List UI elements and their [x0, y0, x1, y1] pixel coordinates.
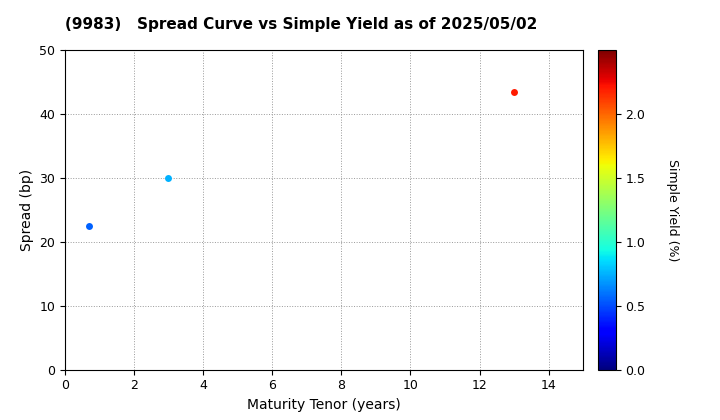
X-axis label: Maturity Tenor (years): Maturity Tenor (years) [247, 398, 401, 412]
Y-axis label: Spread (bp): Spread (bp) [19, 169, 34, 251]
Point [163, 175, 174, 181]
Point [508, 89, 520, 95]
Point [84, 223, 95, 229]
Text: (9983)   Spread Curve vs Simple Yield as of 2025/05/02: (9983) Spread Curve vs Simple Yield as o… [65, 17, 537, 32]
Y-axis label: Simple Yield (%): Simple Yield (%) [666, 159, 679, 261]
